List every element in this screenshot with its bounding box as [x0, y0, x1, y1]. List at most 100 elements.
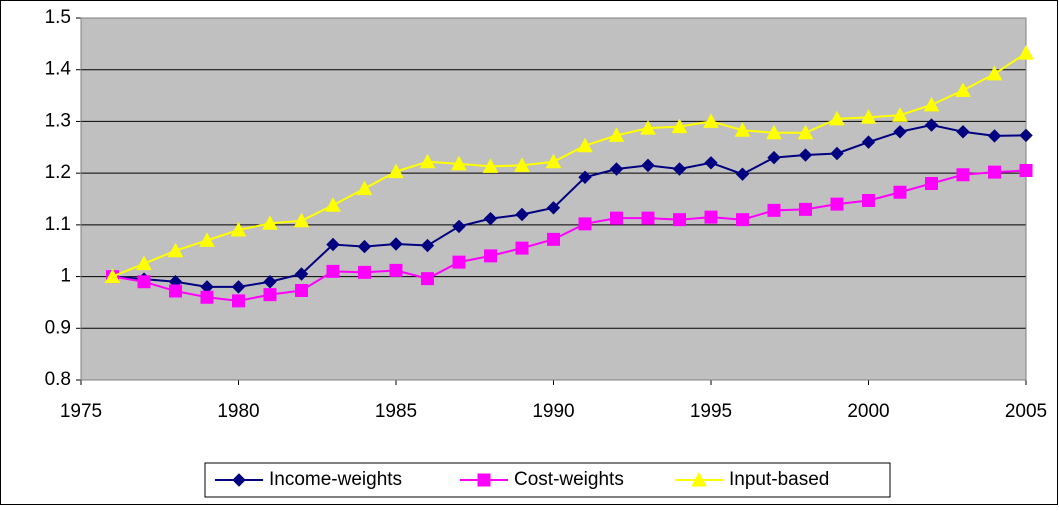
x-tick-label: 1975 — [60, 401, 102, 422]
marker — [136, 255, 152, 271]
marker — [640, 120, 656, 135]
legend-label: Cost-weights — [514, 469, 624, 490]
marker — [893, 185, 907, 199]
marker — [988, 165, 1001, 179]
y-tick-label: 0.8 — [45, 369, 71, 390]
marker — [137, 275, 151, 289]
marker — [577, 137, 593, 153]
marker — [452, 219, 466, 234]
marker — [1019, 128, 1033, 143]
marker — [230, 221, 247, 237]
marker — [578, 170, 592, 184]
marker — [799, 202, 812, 216]
marker — [703, 113, 719, 128]
marker — [263, 275, 277, 289]
marker — [736, 213, 749, 227]
marker — [924, 118, 939, 132]
marker — [767, 203, 781, 217]
x-tick-label: 1990 — [532, 401, 574, 422]
marker — [325, 197, 341, 212]
marker — [797, 124, 814, 140]
plot-border — [80, 17, 1027, 381]
marker — [104, 268, 121, 284]
marker — [167, 242, 184, 258]
y-tick-label: 1.5 — [45, 7, 71, 28]
marker — [200, 290, 214, 304]
marker — [893, 125, 907, 139]
marker — [608, 127, 625, 142]
legend-box — [204, 462, 891, 498]
marker — [231, 280, 246, 294]
x-tick-label: 2000 — [847, 401, 889, 422]
y-tick-label: 1.4 — [45, 59, 72, 80]
marker — [956, 125, 970, 139]
marker — [232, 294, 245, 308]
marker — [389, 263, 403, 277]
marker — [515, 207, 529, 222]
marker — [483, 211, 498, 226]
marker — [704, 210, 718, 224]
x-tick-label: 2005 — [1005, 401, 1047, 422]
plot-area — [81, 18, 1026, 380]
marker — [545, 153, 562, 169]
marker — [798, 148, 813, 162]
x-tick-label: 1985 — [375, 401, 417, 422]
marker — [673, 213, 686, 227]
y-tick-label: 0.9 — [45, 317, 71, 338]
marker — [956, 168, 970, 182]
marker — [263, 288, 277, 302]
marker — [1019, 164, 1033, 178]
marker — [671, 118, 688, 134]
marker — [830, 197, 844, 211]
series-line — [112, 52, 1027, 278]
x-tick-label: 1980 — [217, 401, 259, 422]
marker — [829, 110, 845, 126]
marker — [169, 284, 182, 298]
marker — [421, 272, 434, 286]
marker — [641, 211, 655, 225]
marker — [672, 162, 687, 176]
marker — [451, 155, 467, 171]
marker — [766, 124, 782, 140]
marker — [1018, 45, 1034, 60]
marker — [357, 239, 372, 254]
marker — [419, 153, 436, 169]
marker — [484, 249, 497, 263]
marker — [356, 180, 373, 196]
marker — [295, 284, 308, 298]
marker — [547, 232, 560, 246]
legend-label: Income-weights — [269, 469, 402, 490]
marker — [326, 264, 340, 278]
marker — [389, 237, 403, 251]
y-tick-label: 1.2 — [45, 162, 71, 183]
marker — [199, 232, 215, 247]
legend-label: Input-based — [729, 469, 829, 490]
marker — [262, 215, 278, 230]
marker — [704, 156, 718, 170]
marker — [923, 96, 940, 112]
marker — [955, 82, 971, 97]
marker — [735, 167, 750, 181]
y-tick-label: 1 — [60, 266, 71, 287]
y-tick-label: 1.1 — [45, 214, 71, 235]
marker — [482, 158, 499, 173]
marker — [925, 176, 938, 190]
marker — [546, 201, 561, 215]
marker — [578, 217, 592, 231]
y-tick-label: 1.3 — [45, 110, 71, 131]
marker — [610, 211, 623, 225]
marker — [987, 129, 1002, 143]
marker — [609, 162, 624, 176]
legend-marker — [691, 471, 707, 487]
marker — [830, 146, 844, 161]
marker — [767, 150, 781, 165]
marker — [514, 157, 530, 172]
marker — [861, 135, 876, 149]
x-tick-label: 1995 — [690, 401, 732, 422]
marker — [641, 158, 655, 173]
marker — [734, 122, 751, 137]
marker — [293, 212, 310, 228]
marker — [892, 107, 908, 122]
legend-marker — [232, 473, 246, 487]
